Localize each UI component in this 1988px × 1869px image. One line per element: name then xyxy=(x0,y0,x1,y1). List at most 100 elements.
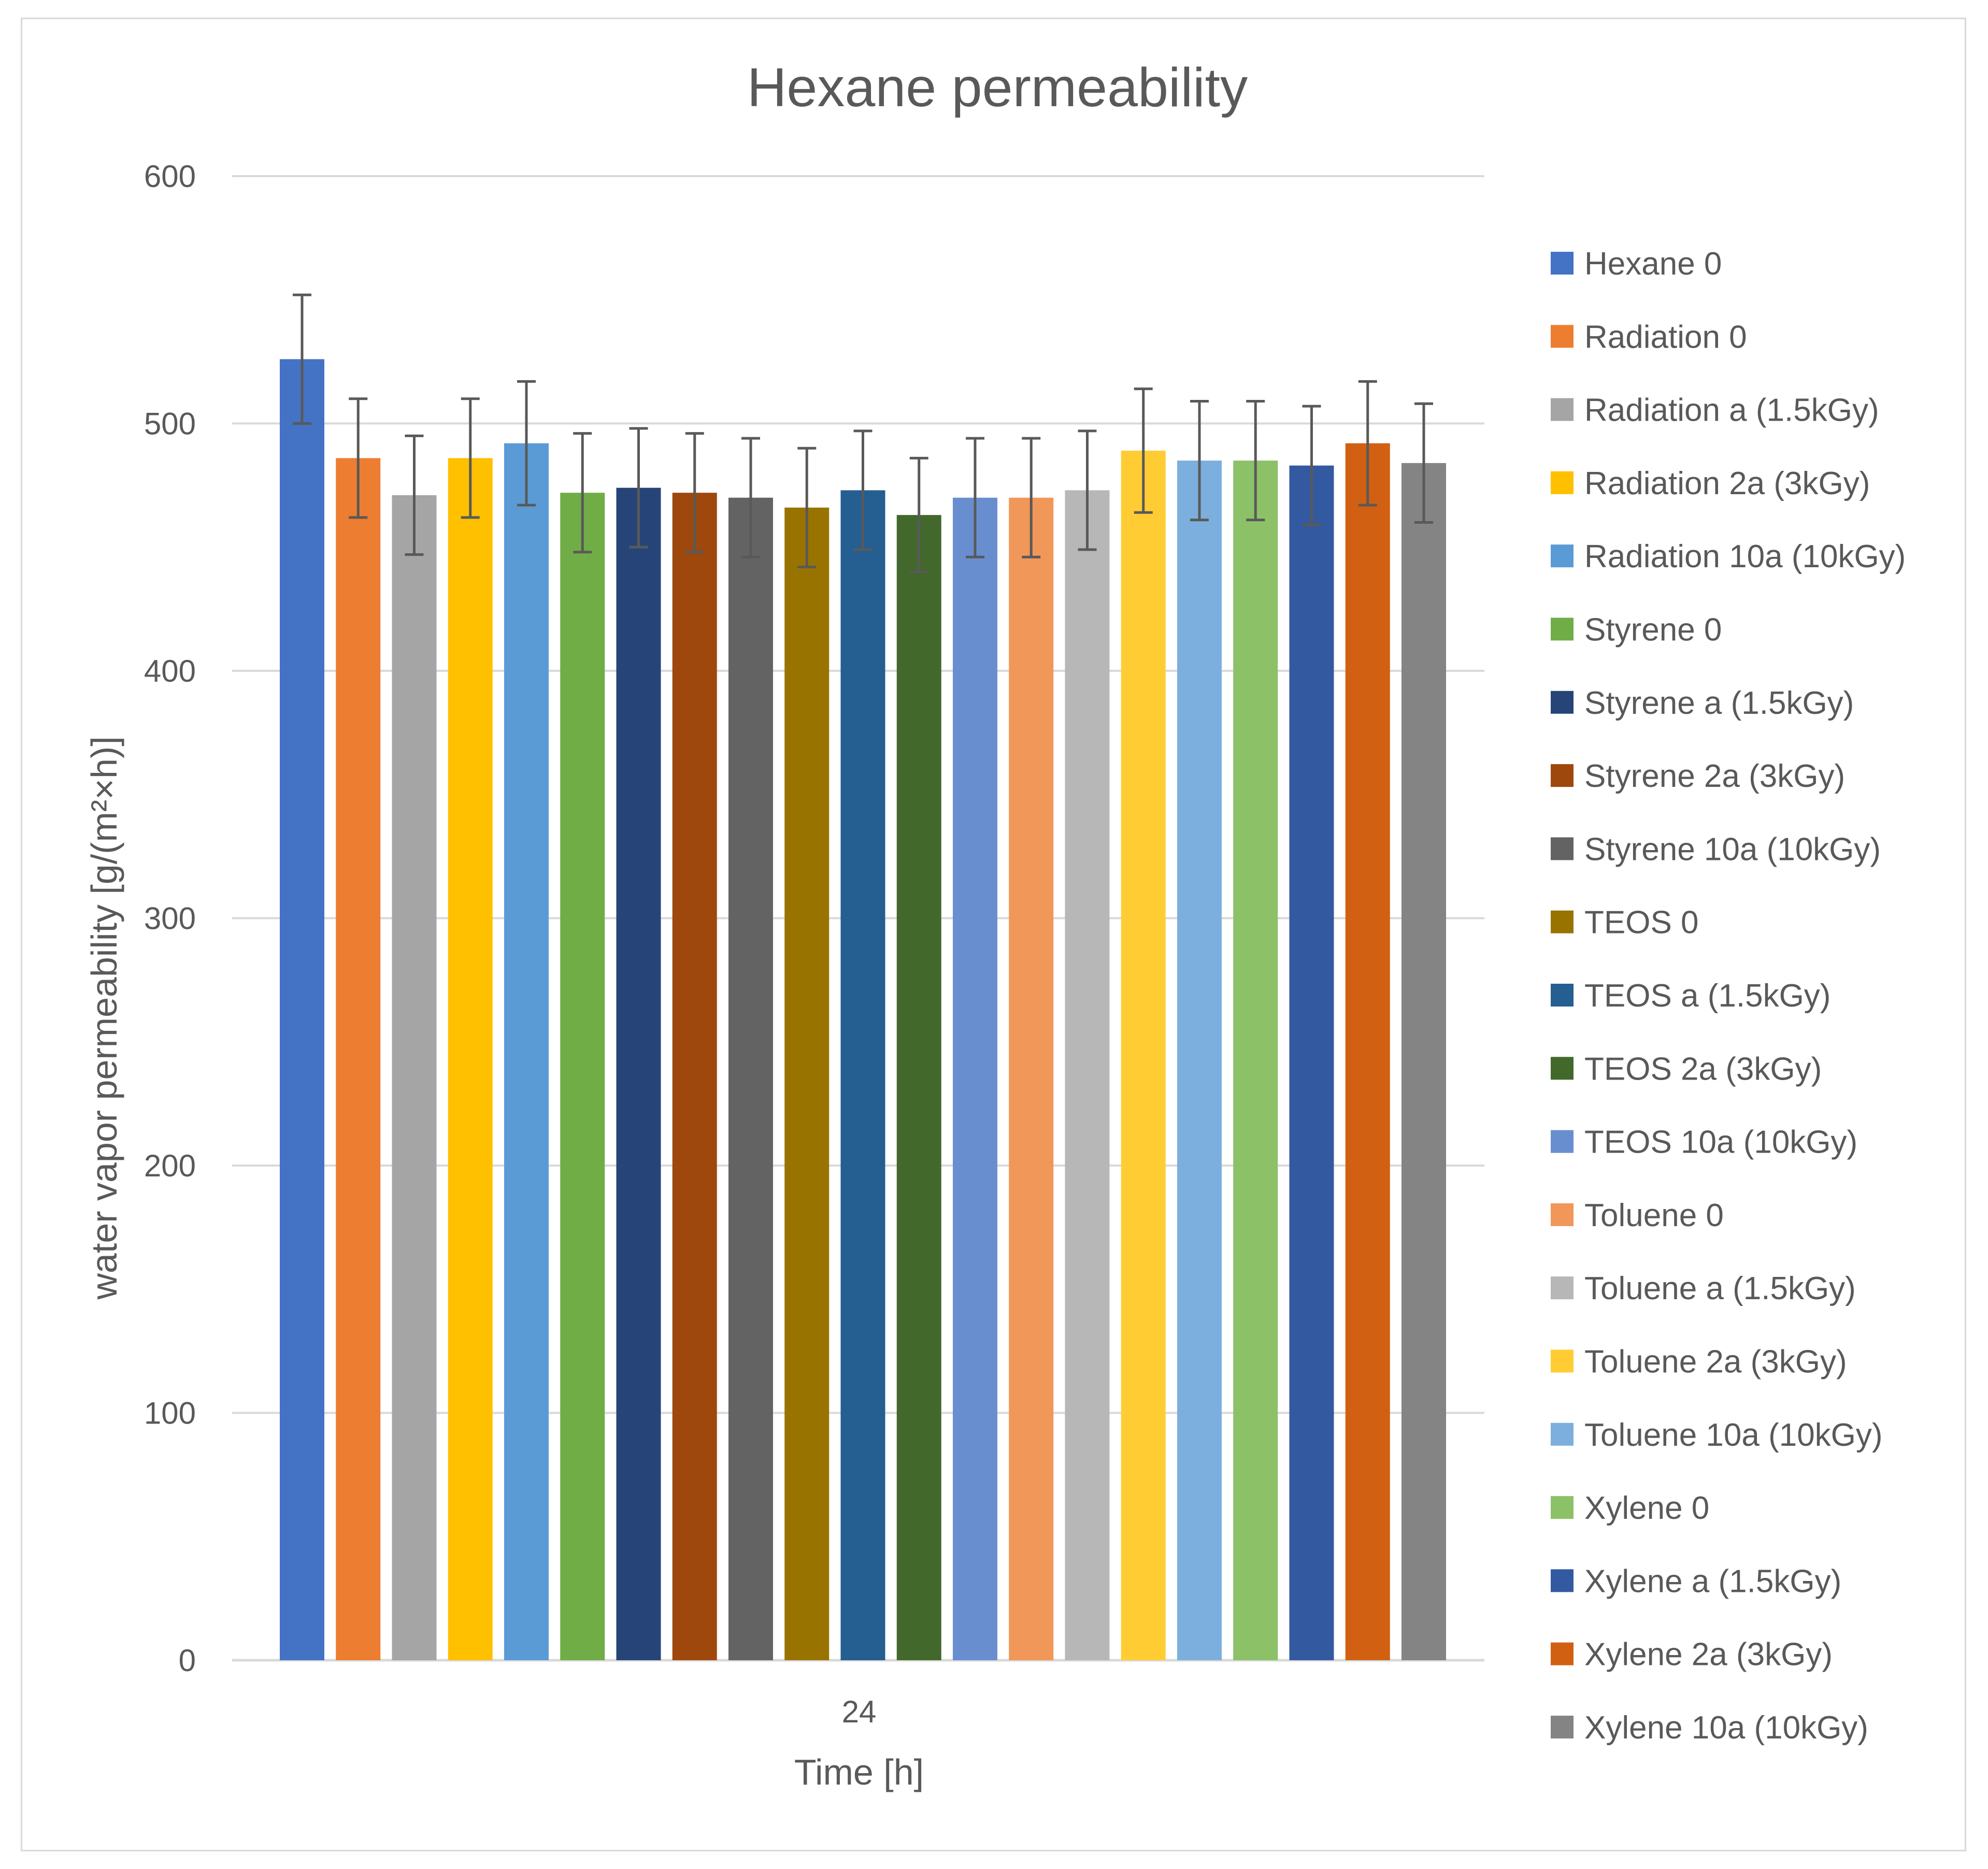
legend-swatch xyxy=(1551,398,1574,421)
bar-17 xyxy=(1177,461,1222,1660)
legend: Hexane 0 Radiation 0 Radiation a (1.5kGy) R… xyxy=(1551,246,1906,1746)
y-tick-label: 500 xyxy=(144,407,196,441)
bar-3 xyxy=(392,495,437,1660)
error-bar-18 xyxy=(1246,400,1265,522)
legend-label: Toluene 0 xyxy=(1584,1198,1724,1233)
y-tick-label: 600 xyxy=(144,159,196,194)
error-bar-15 xyxy=(1078,429,1097,551)
error-bar-2 xyxy=(349,397,368,519)
legend-swatch xyxy=(1551,1203,1574,1226)
bar-13 xyxy=(953,497,997,1660)
x-tick-label: 24 xyxy=(842,1694,877,1729)
bar-18 xyxy=(1233,461,1278,1660)
error-bar-10 xyxy=(797,447,817,568)
bar-21 xyxy=(1401,463,1446,1661)
error-bars xyxy=(293,293,1433,573)
bar-9 xyxy=(728,497,773,1660)
legend-item: TEOS a (1.5kGy) xyxy=(1551,978,1830,1014)
y-axis-title: water vapor permeability [g/(m²×h)] xyxy=(84,736,124,1300)
bar-10 xyxy=(784,507,829,1660)
error-bar-6 xyxy=(573,432,592,554)
legend-swatch xyxy=(1551,1422,1574,1446)
legend-swatch xyxy=(1551,1496,1574,1519)
legend-item: Toluene 2a (3kGy) xyxy=(1551,1344,1847,1380)
legend-item: TEOS 2a (3kGy) xyxy=(1551,1051,1822,1087)
legend-swatch xyxy=(1551,1276,1574,1300)
legend-swatch xyxy=(1551,544,1574,568)
legend-label: Xylene 10a (10kGy) xyxy=(1584,1710,1868,1746)
legend-swatch xyxy=(1551,325,1574,348)
legend-item: Toluene 0 xyxy=(1551,1198,1724,1233)
legend-label: TEOS 10a (10kGy) xyxy=(1584,1125,1857,1160)
legend-item: Styrene 10a (10kGy) xyxy=(1551,831,1881,867)
legend-item: Styrene 2a (3kGy) xyxy=(1551,758,1845,794)
legend-item: Toluene a (1.5kGy) xyxy=(1551,1271,1856,1306)
legend-swatch xyxy=(1551,1130,1574,1153)
legend-item: Radiation a (1.5kGy) xyxy=(1551,393,1879,428)
y-tick-label: 200 xyxy=(144,1148,196,1183)
bar-6 xyxy=(560,493,605,1661)
error-bar-20 xyxy=(1358,380,1377,507)
legend-label: Styrene 2a (3kGy) xyxy=(1584,758,1845,794)
legend-label: Styrene 0 xyxy=(1584,612,1722,648)
legend-label: Toluene 2a (3kGy) xyxy=(1584,1344,1847,1380)
legend-item: Xylene a (1.5kGy) xyxy=(1551,1563,1841,1599)
y-tick-label: 0 xyxy=(179,1643,196,1678)
error-bar-17 xyxy=(1190,400,1209,522)
legend-swatch xyxy=(1551,1569,1574,1592)
error-bar-16 xyxy=(1134,387,1153,514)
bar-4 xyxy=(448,458,493,1660)
legend-label: Radiation 10a (10kGy) xyxy=(1584,539,1906,574)
legend-label: TEOS 2a (3kGy) xyxy=(1584,1051,1822,1087)
legend-swatch xyxy=(1551,910,1574,933)
error-bar-1 xyxy=(293,293,311,425)
legend-item: Xylene 2a (3kGy) xyxy=(1551,1637,1833,1673)
legend-label: Xylene 2a (3kGy) xyxy=(1584,1637,1833,1673)
legend-label: TEOS 0 xyxy=(1584,905,1699,941)
bar-2 xyxy=(336,458,381,1660)
error-bar-14 xyxy=(1022,437,1041,558)
bar-8 xyxy=(672,493,717,1661)
error-bar-9 xyxy=(741,437,760,558)
legend-swatch xyxy=(1551,1057,1574,1080)
y-tick-label: 400 xyxy=(144,654,196,688)
legend-swatch xyxy=(1551,764,1574,787)
error-bar-12 xyxy=(909,456,928,573)
legend-swatch xyxy=(1551,471,1574,494)
legend-item: Hexane 0 xyxy=(1551,246,1722,282)
legend-label: Hexane 0 xyxy=(1584,246,1722,282)
bar-7 xyxy=(616,487,661,1661)
legend-swatch xyxy=(1551,1642,1574,1665)
legend-label: Toluene 10a (10kGy) xyxy=(1584,1417,1883,1453)
legend-label: Radiation 2a (3kGy) xyxy=(1584,466,1870,501)
legend-swatch xyxy=(1551,1349,1574,1373)
error-bar-4 xyxy=(461,397,480,519)
error-bar-5 xyxy=(517,380,536,507)
bar-1 xyxy=(280,359,324,1660)
error-bar-11 xyxy=(853,429,873,551)
legend-label: TEOS a (1.5kGy) xyxy=(1584,978,1830,1014)
bar-20 xyxy=(1345,443,1390,1661)
y-tick-label: 300 xyxy=(144,901,196,936)
legend-swatch xyxy=(1551,1716,1574,1738)
y-tick-label: 100 xyxy=(144,1396,196,1431)
x-axis-title: Time [h] xyxy=(794,1752,924,1792)
legend-swatch xyxy=(1551,617,1574,641)
error-bar-7 xyxy=(629,427,648,549)
legend-swatch xyxy=(1551,837,1574,860)
error-bar-8 xyxy=(685,432,704,554)
x-axis-ticks: 24 xyxy=(842,1694,877,1729)
error-bar-13 xyxy=(966,437,984,558)
bar-12 xyxy=(896,515,941,1660)
legend-label: Styrene a (1.5kGy) xyxy=(1584,685,1854,721)
error-bar-19 xyxy=(1302,405,1321,526)
legend-item: Toluene 10a (10kGy) xyxy=(1551,1417,1883,1453)
legend-label: Radiation a (1.5kGy) xyxy=(1584,393,1879,428)
legend-item: Radiation 2a (3kGy) xyxy=(1551,466,1870,501)
legend-swatch xyxy=(1551,252,1574,275)
error-bar-21 xyxy=(1414,402,1433,524)
legend-label: Toluene a (1.5kGy) xyxy=(1584,1271,1856,1306)
bar-15 xyxy=(1065,490,1110,1660)
bar-5 xyxy=(504,443,549,1661)
